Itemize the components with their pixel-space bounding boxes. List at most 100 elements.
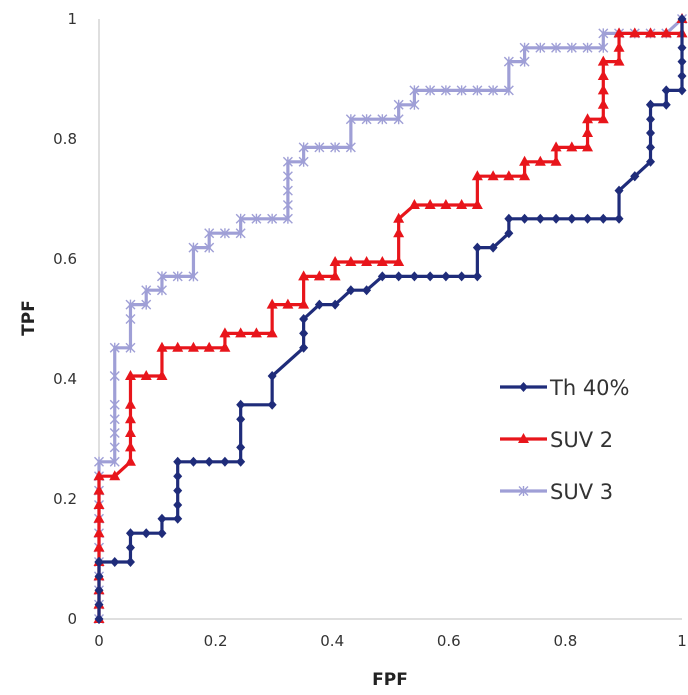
series-2 — [94, 14, 687, 624]
data-point — [566, 141, 578, 152]
data-point — [124, 413, 136, 424]
legend: Th 40% SUV 2 SUV 3 — [500, 376, 630, 504]
legend-item: SUV 3 — [500, 480, 613, 504]
data-point — [677, 71, 687, 81]
data-point — [393, 212, 405, 223]
data-point — [472, 242, 482, 253]
data-point — [409, 85, 420, 96]
data-point — [377, 114, 388, 125]
data-point — [157, 528, 167, 539]
data-point — [236, 442, 246, 453]
data-point — [282, 185, 293, 196]
data-point — [125, 528, 135, 539]
data-point — [173, 456, 183, 467]
data-point — [93, 484, 105, 495]
data-point — [361, 256, 373, 266]
x-tick-label: 0.8 — [553, 632, 577, 650]
data-point — [124, 398, 136, 409]
data-point — [203, 341, 215, 352]
data-point — [551, 42, 562, 53]
legend-item: SUV 2 — [500, 428, 613, 452]
data-point — [393, 227, 405, 238]
data-point — [456, 199, 468, 209]
data-point — [172, 271, 183, 282]
data-point — [124, 427, 136, 437]
data-point — [236, 414, 246, 425]
data-point — [156, 285, 167, 296]
series-layer — [93, 13, 688, 624]
data-point — [94, 614, 104, 624]
data-point — [282, 171, 293, 182]
data-point — [457, 271, 467, 282]
data-point — [519, 155, 531, 166]
data-point — [141, 299, 152, 310]
data-point — [173, 485, 183, 496]
data-point — [519, 42, 530, 53]
legend-item: Th 40% — [500, 376, 630, 400]
data-point — [346, 285, 356, 296]
data-point — [94, 456, 104, 467]
series-line — [97, 19, 684, 619]
data-point — [393, 256, 405, 266]
data-point — [140, 370, 152, 380]
series-line — [97, 17, 684, 619]
data-point — [173, 471, 183, 482]
data-point — [598, 28, 609, 39]
data-point — [646, 156, 656, 167]
data-point — [204, 242, 215, 253]
data-point — [93, 470, 105, 481]
data-point — [425, 85, 436, 96]
data-point — [520, 213, 530, 224]
data-point — [597, 98, 609, 109]
data-point — [645, 27, 657, 38]
data-point — [598, 42, 609, 53]
data-point — [173, 513, 183, 524]
data-point — [440, 85, 451, 96]
data-point — [282, 156, 293, 167]
data-point — [646, 142, 656, 153]
data-point — [298, 156, 309, 167]
data-point — [125, 542, 135, 553]
data-point — [109, 428, 120, 438]
data-point — [409, 271, 419, 282]
data-point — [646, 128, 656, 138]
data-point — [94, 557, 104, 567]
data-point — [408, 199, 420, 209]
data-point — [250, 327, 262, 338]
data-point — [125, 314, 136, 324]
data-point — [267, 213, 278, 224]
data-point — [471, 199, 483, 209]
data-point — [425, 271, 435, 282]
data-point — [677, 85, 687, 96]
data-point — [93, 527, 105, 538]
data-point — [235, 213, 246, 224]
data-point — [646, 99, 656, 110]
y-tick-label: 0.6 — [53, 250, 77, 268]
data-point — [345, 114, 356, 125]
data-point — [235, 228, 246, 239]
data-point — [314, 299, 324, 310]
data-point — [188, 456, 198, 467]
x-tick-label: 0.4 — [320, 632, 344, 650]
data-point — [535, 213, 545, 224]
data-point — [441, 271, 451, 282]
data-point — [314, 142, 325, 153]
data-point — [518, 433, 529, 443]
data-point — [597, 84, 609, 95]
data-point — [487, 170, 499, 181]
data-point — [298, 298, 310, 309]
data-point — [597, 70, 609, 80]
data-point — [534, 155, 546, 166]
data-point — [93, 512, 105, 523]
data-point — [567, 213, 577, 224]
data-point — [298, 270, 310, 281]
data-point — [613, 41, 625, 52]
data-point — [267, 371, 277, 381]
y-tick-label: 0.8 — [53, 130, 77, 148]
data-point — [141, 285, 152, 296]
data-point — [330, 299, 340, 310]
data-point — [519, 56, 530, 67]
x-tick-label: 0.2 — [204, 632, 228, 650]
data-point — [330, 142, 341, 153]
